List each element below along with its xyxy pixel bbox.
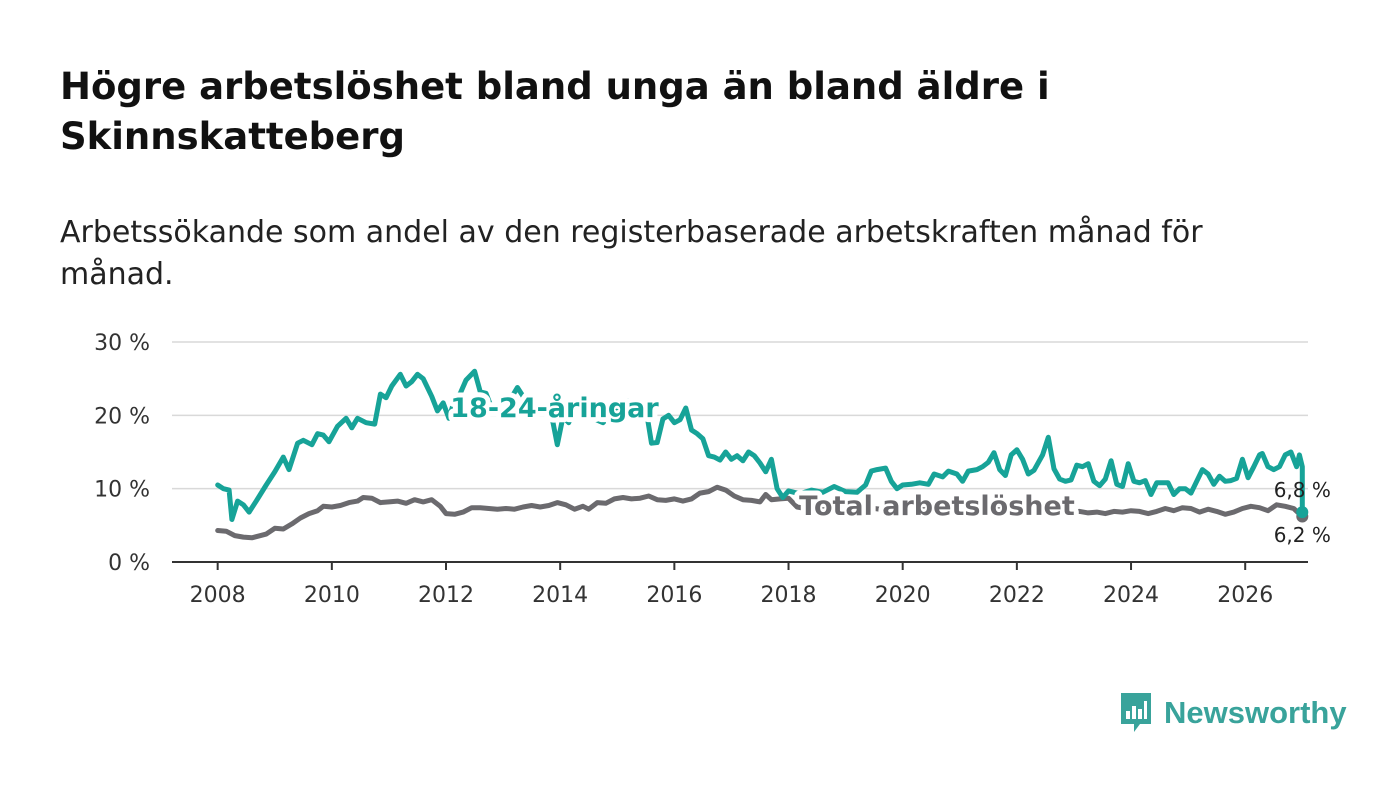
series-end-label: 6,8 %: [1274, 478, 1331, 502]
x-tick-label: 2014: [532, 583, 588, 608]
x-tick-label: 2018: [761, 583, 817, 608]
series-label-halo: 18-24-åringar: [450, 392, 659, 424]
series-line: [215, 368, 1305, 522]
newsworthy-logo[interactable]: Newsworthy: [1118, 690, 1347, 736]
series-lines: [215, 368, 1309, 541]
gridlines: [172, 341, 1308, 490]
x-tick-label: 2016: [646, 583, 702, 608]
series-label-halo: Total arbetslöshet: [799, 491, 1075, 522]
y-tick-label: 30 %: [94, 331, 150, 356]
series-label: Total arbetslöshet: [799, 491, 1075, 522]
x-tick-label: 2010: [304, 583, 360, 608]
series-label: 18-24-åringar: [450, 392, 659, 424]
y-tick-label: 10 %: [94, 478, 150, 503]
x-tick-label: 2008: [190, 583, 246, 608]
y-axis: 0 % 10 % 20 % 30 %: [94, 331, 150, 576]
x-tick-label: 2012: [418, 583, 474, 608]
chart-title: Högre arbetslöshet bland unga än bland ä…: [60, 65, 1050, 158]
x-axis: 2008 2010 2012 2014 2016 2018 2020 2022 2024 2026: [172, 561, 1308, 608]
newsworthy-logo-icon: [1121, 693, 1151, 732]
series-end-marker: [1296, 506, 1309, 519]
brand-name: Newsworthy: [1164, 695, 1347, 730]
x-tick-label: 2020: [875, 583, 931, 608]
series-end-label: 6,2 %: [1274, 523, 1331, 547]
x-tick-label: 2022: [989, 583, 1045, 608]
x-tick-label: 2024: [1103, 583, 1159, 608]
y-tick-label: 20 %: [94, 404, 150, 429]
series-line: [215, 484, 1305, 541]
y-tick-label: 0 %: [108, 551, 150, 576]
chart-subtitle: Arbetssökande som andel av den registerb…: [60, 215, 1203, 292]
x-tick-label: 2026: [1217, 583, 1273, 608]
